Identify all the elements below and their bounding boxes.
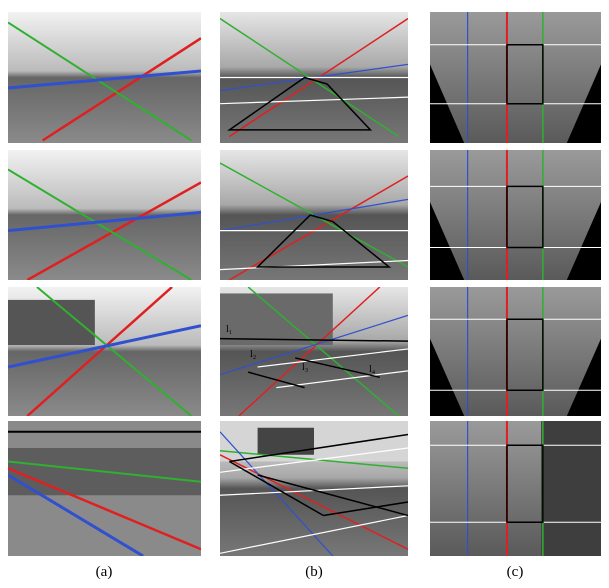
- line-label: l₂: [250, 349, 256, 360]
- line-label: l₁: [226, 324, 232, 335]
- line-label: l₃: [302, 362, 308, 373]
- image-panel: [8, 150, 201, 280]
- image-panel: [430, 150, 601, 280]
- image-panel: [430, 287, 601, 416]
- image-panel: [8, 12, 201, 143]
- image-panel: [220, 421, 408, 556]
- trees: [220, 293, 333, 345]
- line-label: l₄: [369, 364, 376, 375]
- image-panel: [8, 287, 201, 416]
- figure: (a) (b) (c) l₁ l₂ l₃ l₄: [0, 0, 609, 583]
- panel-label: (a): [96, 564, 113, 580]
- trees: [8, 300, 95, 345]
- image-panel: [430, 12, 601, 143]
- image-panel: [220, 287, 408, 416]
- panel-label: (c): [507, 564, 524, 580]
- image-panel: [220, 150, 408, 280]
- panel-label: (b): [305, 564, 323, 580]
- image-panel: [220, 12, 408, 143]
- photo: [8, 12, 201, 143]
- texture: [541, 421, 601, 556]
- image-panel: [430, 421, 601, 556]
- image-panel: [8, 421, 201, 556]
